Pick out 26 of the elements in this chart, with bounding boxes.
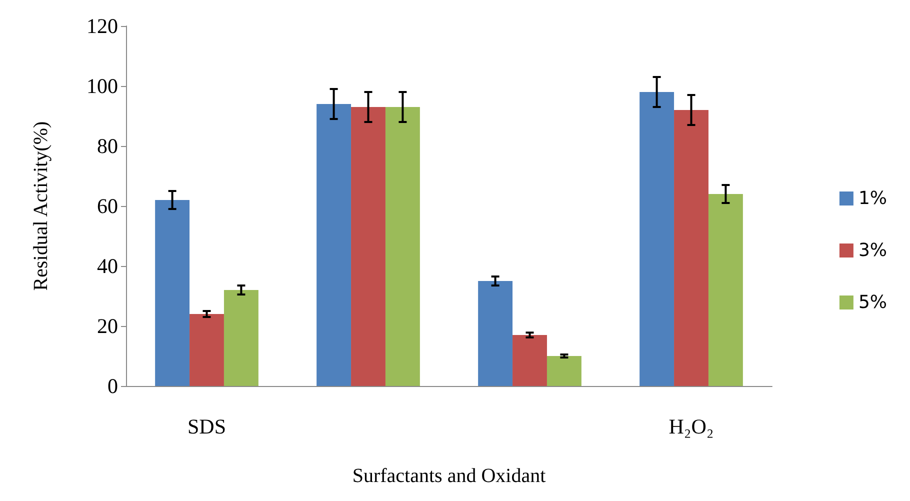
bar bbox=[316, 104, 352, 386]
bar bbox=[385, 107, 420, 386]
bar bbox=[190, 314, 224, 386]
x-axis-title: Surfactants and Oxidant bbox=[352, 465, 546, 487]
bar bbox=[351, 107, 386, 386]
y-tick-label: 80 bbox=[97, 134, 118, 158]
y-tick-label: 120 bbox=[86, 14, 118, 38]
y-axis-title: Residual Activity(%) bbox=[30, 121, 52, 291]
bar bbox=[708, 194, 743, 386]
x-tick-label: SDS bbox=[187, 414, 226, 438]
bar bbox=[546, 356, 582, 386]
bar bbox=[224, 290, 258, 386]
y-tick-label: 0 bbox=[108, 374, 118, 398]
x-tick-label: H₂O₂ bbox=[668, 414, 714, 438]
bar bbox=[155, 200, 190, 386]
bar bbox=[512, 335, 547, 386]
legend-label: 5% bbox=[858, 292, 888, 313]
y-tick-label: 20 bbox=[97, 314, 118, 338]
y-tick-label: 40 bbox=[97, 254, 118, 278]
bar bbox=[478, 281, 513, 386]
legend-label: 3% bbox=[858, 240, 888, 261]
y-tick-label: 60 bbox=[97, 194, 118, 218]
y-tick-label: 100 bbox=[86, 74, 118, 98]
legend-label: 1% bbox=[858, 188, 888, 209]
bar bbox=[640, 92, 674, 386]
bar bbox=[674, 110, 708, 386]
